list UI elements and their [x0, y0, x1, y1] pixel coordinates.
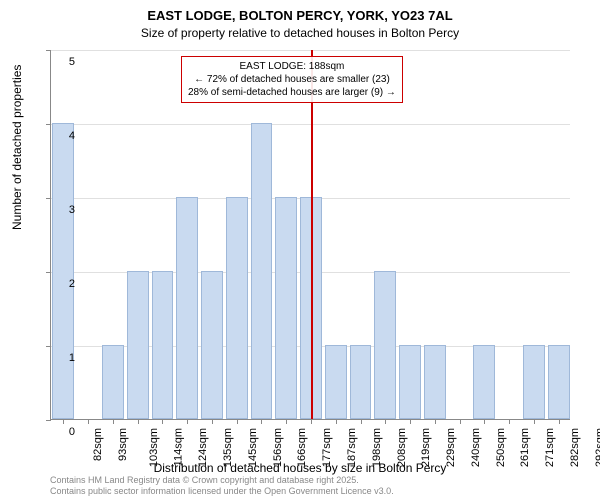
marker-line [311, 50, 313, 419]
x-tick-mark [138, 419, 139, 424]
x-tick-label: 261sqm [519, 428, 531, 467]
chart-title-sub: Size of property relative to detached ho… [0, 26, 600, 40]
x-tick-label: 250sqm [495, 428, 507, 467]
bar [152, 271, 174, 419]
x-tick-mark [311, 419, 312, 424]
bar [251, 123, 273, 419]
x-tick-label: 229sqm [445, 428, 457, 467]
x-tick-label: 219sqm [420, 428, 432, 467]
x-tick-mark [410, 419, 411, 424]
x-tick-mark [484, 419, 485, 424]
x-tick-label: 271sqm [544, 428, 556, 467]
x-tick-label: 114sqm [172, 428, 184, 466]
bar [201, 271, 223, 419]
y-tick-label: 0 [69, 426, 75, 438]
y-tick-mark [46, 50, 51, 51]
x-tick-mark [212, 419, 213, 424]
x-tick-mark [187, 419, 188, 424]
x-tick-label: 187sqm [346, 428, 358, 467]
x-tick-mark [113, 419, 114, 424]
bar [548, 345, 570, 419]
bar [127, 271, 149, 419]
bar [424, 345, 446, 419]
x-tick-mark [435, 419, 436, 424]
bar [325, 345, 347, 419]
x-tick-mark [88, 419, 89, 424]
chart-title-main: EAST LODGE, BOLTON PERCY, YORK, YO23 7AL [0, 8, 600, 23]
y-tick-mark [46, 272, 51, 273]
bar [350, 345, 372, 419]
footer-line2: Contains public sector information licen… [50, 486, 394, 497]
x-tick-label: 124sqm [198, 428, 210, 467]
bar [176, 197, 198, 419]
x-tick-label: 292sqm [594, 428, 600, 467]
x-tick-mark [336, 419, 337, 424]
y-tick-label: 2 [69, 278, 75, 290]
x-tick-label: 166sqm [297, 428, 309, 467]
x-tick-label: 156sqm [272, 428, 284, 467]
bar [102, 345, 124, 419]
x-tick-mark [509, 419, 510, 424]
bar [275, 197, 297, 419]
bar [523, 345, 545, 419]
y-tick-mark [46, 420, 51, 421]
bar [52, 123, 74, 419]
bar [473, 345, 495, 419]
x-tick-mark [559, 419, 560, 424]
x-tick-mark [534, 419, 535, 424]
x-tick-label: 198sqm [371, 428, 383, 467]
annotation-line1: EAST LODGE: 188sqm [188, 60, 396, 73]
footer-line1: Contains HM Land Registry data © Crown c… [50, 475, 394, 486]
x-tick-mark [385, 419, 386, 424]
bar [374, 271, 396, 419]
footer-attribution: Contains HM Land Registry data © Crown c… [50, 475, 394, 498]
y-tick-label: 3 [69, 204, 75, 216]
x-tick-mark [261, 419, 262, 424]
chart-container: EAST LODGE: 188sqm← 72% of detached hous… [50, 50, 570, 420]
x-tick-label: 82sqm [92, 428, 104, 461]
plot-area: EAST LODGE: 188sqm← 72% of detached hous… [50, 50, 570, 420]
y-tick-mark [46, 198, 51, 199]
x-tick-label: 103sqm [148, 428, 160, 467]
annotation-line2: ← 72% of detached houses are smaller (23… [188, 73, 396, 86]
y-axis-label: Number of detached properties [10, 65, 24, 230]
x-tick-label: 93sqm [117, 428, 129, 461]
x-tick-mark [162, 419, 163, 424]
x-tick-label: 135sqm [222, 428, 234, 467]
y-tick-label: 5 [69, 56, 75, 68]
y-tick-label: 1 [69, 352, 75, 364]
x-tick-label: 240sqm [470, 428, 482, 467]
x-tick-mark [286, 419, 287, 424]
x-tick-label: 177sqm [321, 428, 333, 467]
x-tick-label: 282sqm [569, 428, 581, 467]
x-tick-mark [460, 419, 461, 424]
y-tick-mark [46, 124, 51, 125]
x-tick-mark [237, 419, 238, 424]
x-tick-label: 208sqm [396, 428, 408, 467]
x-tick-mark [63, 419, 64, 424]
x-tick-label: 145sqm [247, 428, 259, 467]
y-tick-label: 4 [69, 130, 75, 142]
annotation-box: EAST LODGE: 188sqm← 72% of detached hous… [181, 56, 403, 103]
bar [399, 345, 421, 419]
bar [226, 197, 248, 419]
annotation-line3: 28% of semi-detached houses are larger (… [188, 86, 396, 99]
x-tick-mark [361, 419, 362, 424]
y-tick-mark [46, 346, 51, 347]
